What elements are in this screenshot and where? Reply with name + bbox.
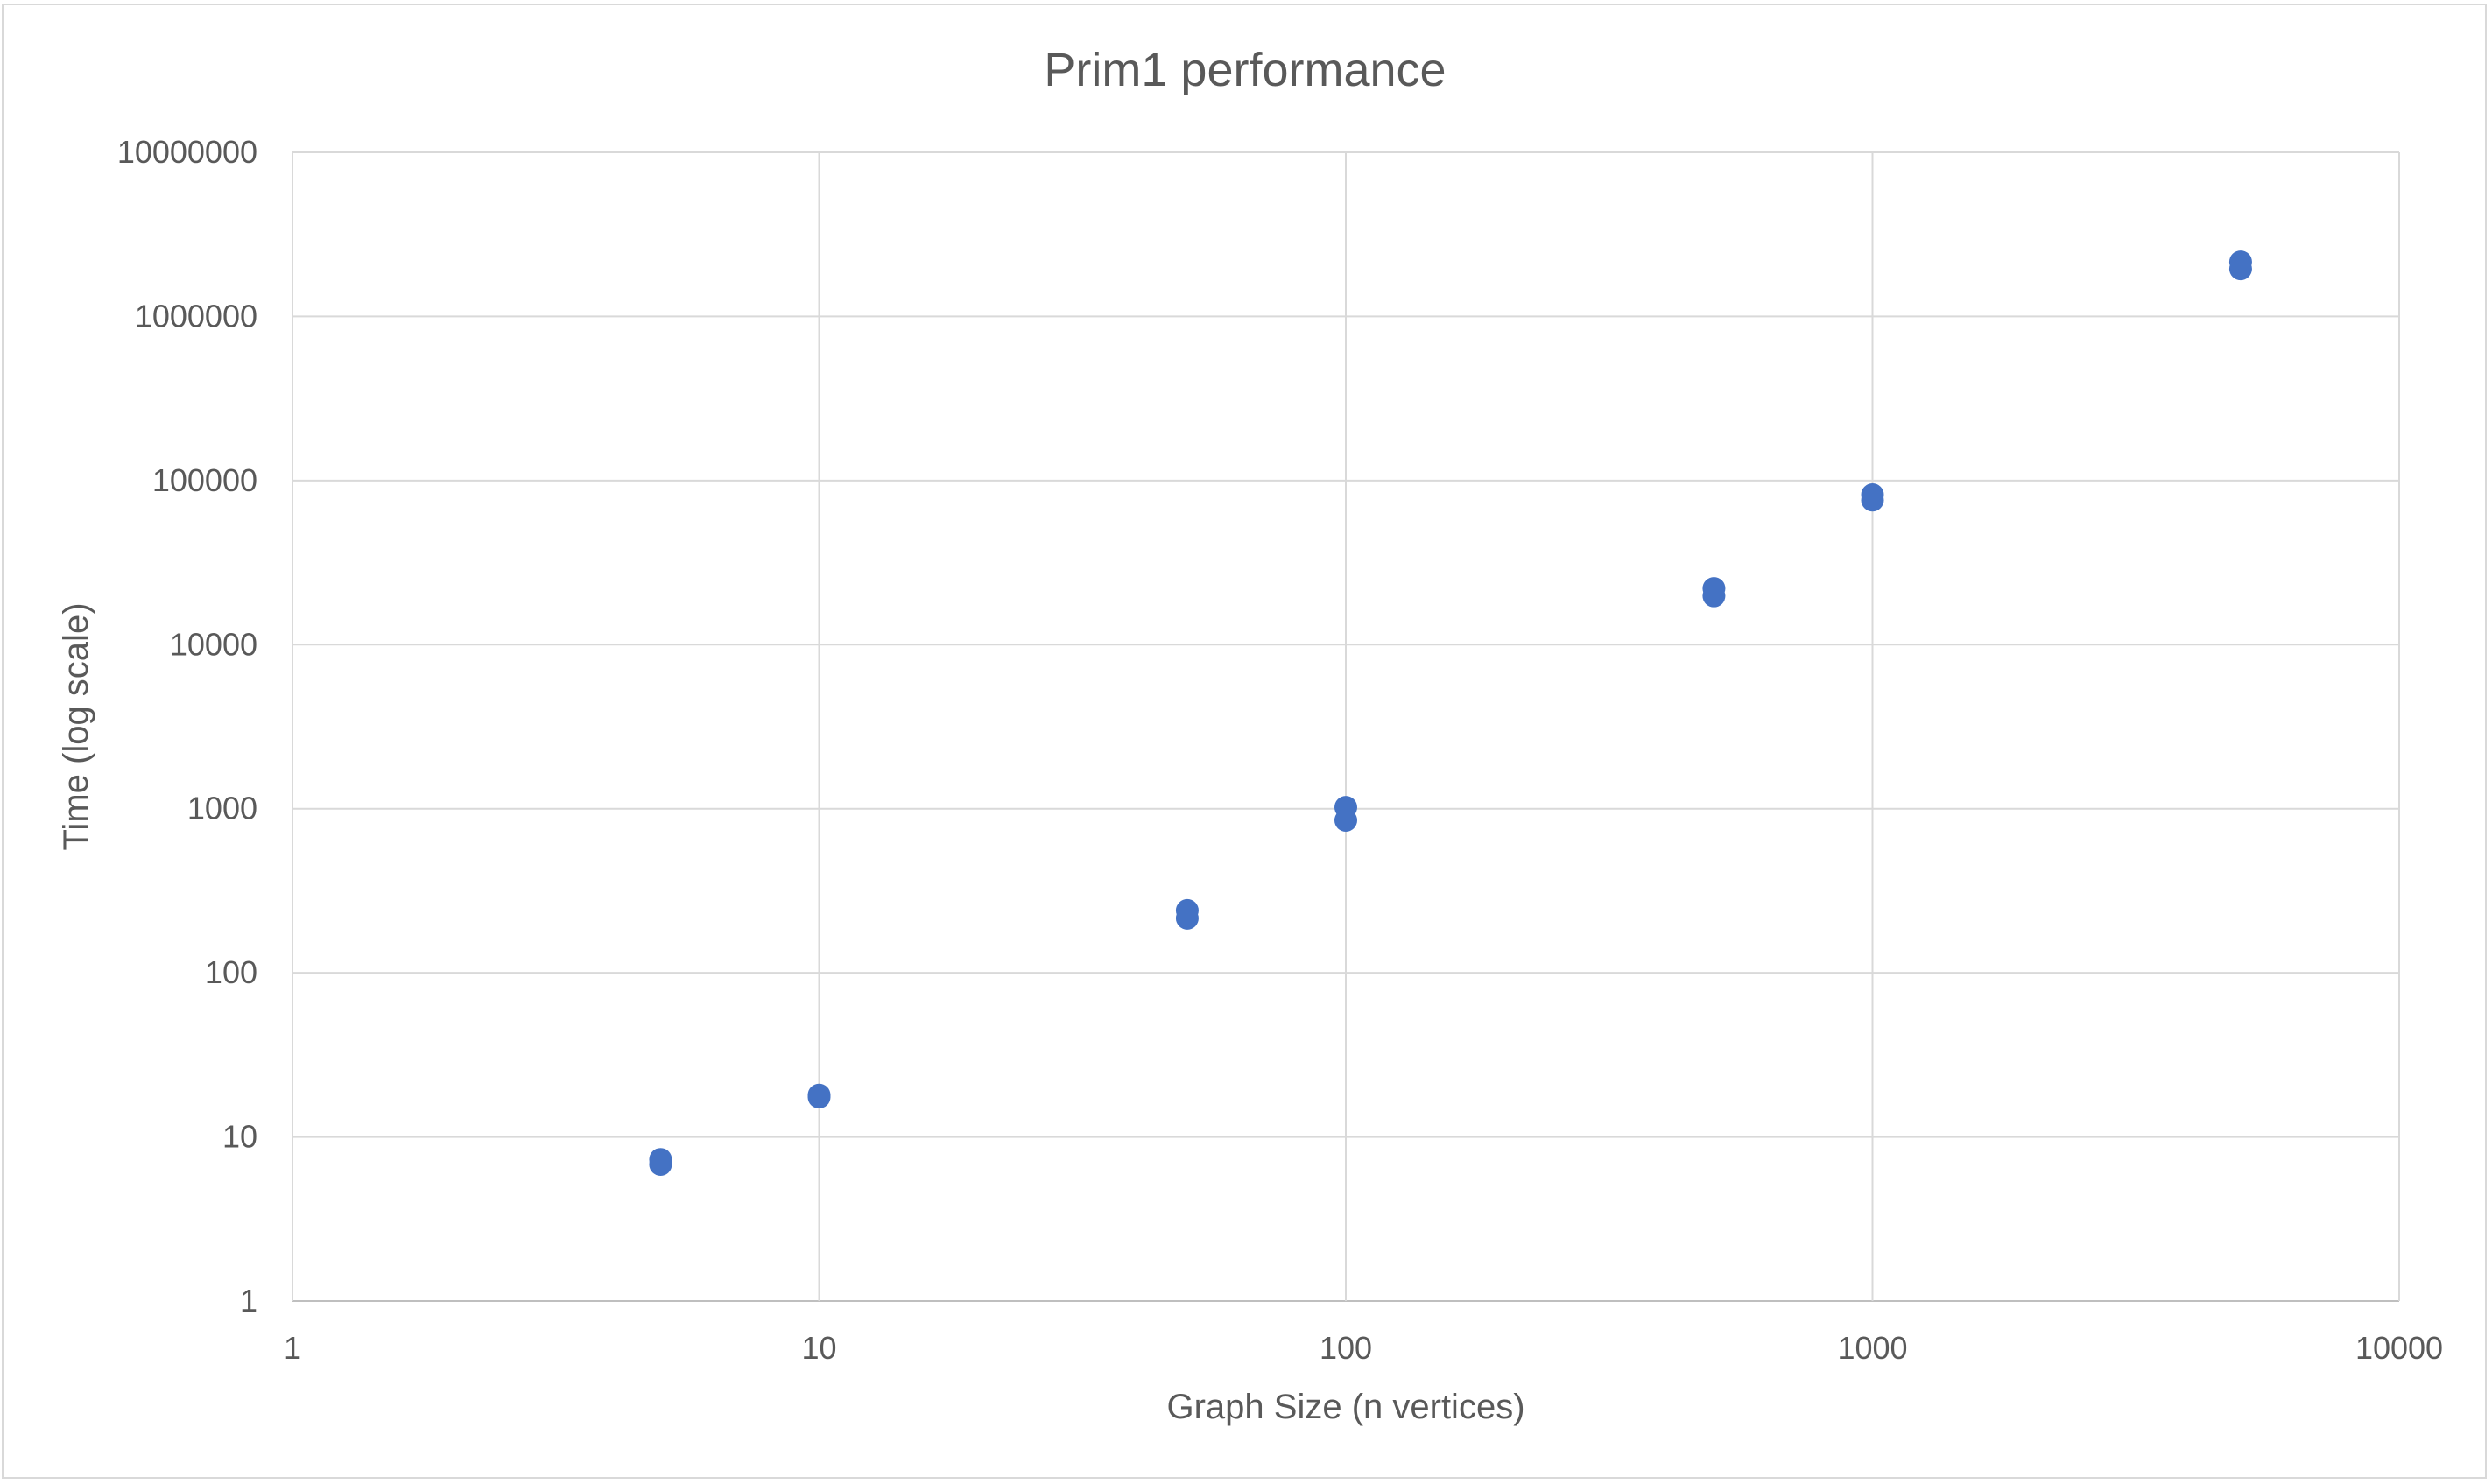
x-tick-label: 1000 (1837, 1330, 1907, 1366)
y-axis-title: Time (log scale) (57, 602, 95, 850)
y-tick-label: 1 (240, 1283, 257, 1319)
data-point (1175, 906, 1199, 930)
y-tick-label: 100000 (152, 462, 257, 498)
x-tick-label: 10000 (2355, 1330, 2443, 1366)
x-axis-title: Graph Size (n vertices) (1166, 1388, 1524, 1426)
data-point (1334, 808, 1357, 832)
tick-labels: 1 10 100 1000 10000 100000 1000000 10000000 1 10 1… (117, 134, 2443, 1366)
data-points (649, 250, 2252, 1176)
y-tick-label: 1000 (187, 791, 257, 826)
x-tick-label: 10 (801, 1330, 836, 1366)
data-point (1861, 489, 1884, 512)
data-point (807, 1086, 831, 1109)
y-tick-label: 10 (222, 1119, 257, 1155)
x-tick-label: 100 (1320, 1330, 1372, 1366)
x-tick-label: 1 (284, 1330, 301, 1366)
y-tick-label: 10000 (170, 626, 257, 662)
y-tick-label: 1000000 (135, 298, 257, 334)
gridlines (292, 151, 2400, 1302)
y-tick-label: 10000000 (117, 134, 257, 170)
chart-title: Prim1 performance (1044, 44, 1446, 96)
y-tick-label: 100 (205, 954, 257, 990)
chart-frame (2, 4, 2487, 1479)
data-point (1702, 584, 1726, 608)
data-point (649, 1152, 672, 1176)
data-point (2228, 257, 2252, 281)
